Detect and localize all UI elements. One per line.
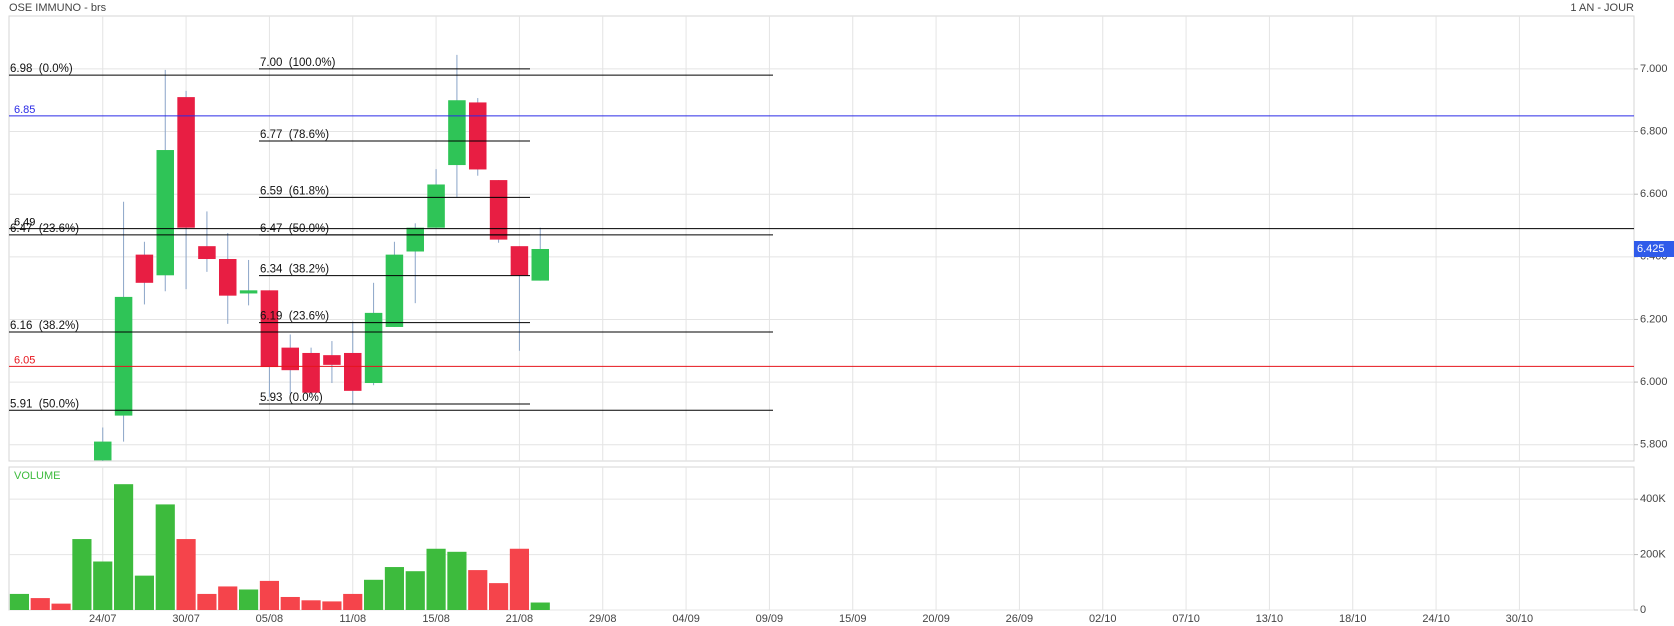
candle-body [510,246,529,276]
fib-label: 6.98 (0.0%) [10,63,73,75]
candle-body [385,254,404,327]
candle-body [448,100,466,166]
fib-label: 6.77 (78.6%) [260,129,329,141]
x-tick-label: 05/08 [256,613,284,625]
volume-bar [384,567,404,610]
x-tick-label: 26/09 [1006,613,1034,625]
volume-bar [72,539,92,610]
volume-bar [239,589,259,610]
candle-body [198,246,216,260]
x-tick-label: 04/09 [672,613,700,625]
fib-label: 6.59 (61.8%) [260,185,329,197]
fib-label: 6.34 (38.2%) [260,264,329,276]
candle-body [427,184,445,228]
x-tick-label: 13/10 [1256,613,1284,625]
volume-bar [405,571,425,610]
x-tick-label: 07/10 [1172,613,1200,625]
y-tick-label: 6.800 [1640,125,1668,137]
x-tick-label: 20/09 [922,613,950,625]
volume-bar [530,602,550,610]
fib-label: 6.47 (50.0%) [260,223,329,235]
volume-bar [259,580,279,610]
fib-label: 5.91 (50.0%) [10,398,79,410]
volume-bar [218,586,238,610]
volume-bar [322,601,342,610]
panel-frame [8,466,1635,611]
volume-bar [93,561,113,610]
last-price-box [1634,240,1674,257]
y-tick-label: 6.200 [1640,313,1668,325]
volume-bar [364,579,384,610]
panel-frame [8,15,1635,462]
volume-bar [301,600,321,610]
price-line-label: 6.85 [14,104,35,116]
volume-bar [51,603,71,610]
x-tick-label: 24/07 [89,613,117,625]
y-tick-label: 6.600 [1640,188,1668,200]
candles [94,54,549,461]
candle-body [281,347,299,371]
fib-label: 7.00 (100.0%) [260,57,336,69]
candle-body [489,180,508,240]
candle-body [323,355,341,365]
x-tick-label: 02/10 [1089,613,1117,625]
volume-bar [426,548,446,610]
y-tick-label: 200K [1640,548,1666,560]
candle-body [344,352,362,391]
volume-bar [134,575,154,610]
candle-body [177,97,195,228]
volume-bar [447,551,467,610]
panel-title: VOLUME [14,470,60,482]
x-tick-label: 18/10 [1339,613,1367,625]
volume-bar [489,583,509,610]
x-tick-label: 30/07 [172,613,200,625]
candle-body [219,259,237,296]
candle-body [135,254,154,283]
x-tick-label: 21/08 [506,613,534,625]
fib-label: 6.47 (23.6%) [10,223,79,235]
volume-bar [114,484,134,610]
fib-label: 6.16 (38.2%) [10,320,79,332]
fib-label: 5.93 (0.0%) [260,392,323,404]
y-tick-label: 5.800 [1640,439,1668,451]
candle-body [302,352,320,393]
candle-body [260,290,279,368]
volume-bar [197,593,217,610]
x-tick-label: 24/10 [1422,613,1450,625]
period-label: 1 AN - JOUR [1570,2,1634,14]
y-tick-label: 0 [1640,604,1646,616]
y-tick-label: 400K [1640,493,1666,505]
candle-body [364,312,383,384]
candle-body [406,227,424,252]
volume-bar [509,548,529,610]
volume-bar [30,598,50,610]
volume-bar [280,596,300,610]
y-tick-label: 7.000 [1640,63,1668,75]
price-line-label: 6.05 [14,354,35,366]
x-tick-label: 09/09 [756,613,784,625]
candle-body [156,150,174,276]
x-tick-label: 15/08 [422,613,450,625]
x-tick-label: 30/10 [1506,613,1534,625]
price-line-label: 6.49 [14,217,35,229]
volume-bar [176,539,196,610]
candle-body [469,102,487,170]
volume-bar [155,504,175,610]
volume-bar [343,593,363,610]
y-tick-label: 6.000 [1640,376,1668,388]
x-tick-label: 29/08 [589,613,617,625]
volume-bar [468,570,488,610]
candle-body [239,290,258,294]
fib-label: 6.19 (23.6%) [260,311,329,323]
chart-title: OSE IMMUNO - brs [9,2,107,14]
candle-body [531,248,549,281]
last-price-label: 6.425 [1637,243,1665,255]
volume-bar [9,593,30,610]
x-tick-label: 15/09 [839,613,867,625]
candle-body [114,296,133,416]
candle-body [94,441,112,461]
x-tick-label: 11/08 [339,613,366,625]
